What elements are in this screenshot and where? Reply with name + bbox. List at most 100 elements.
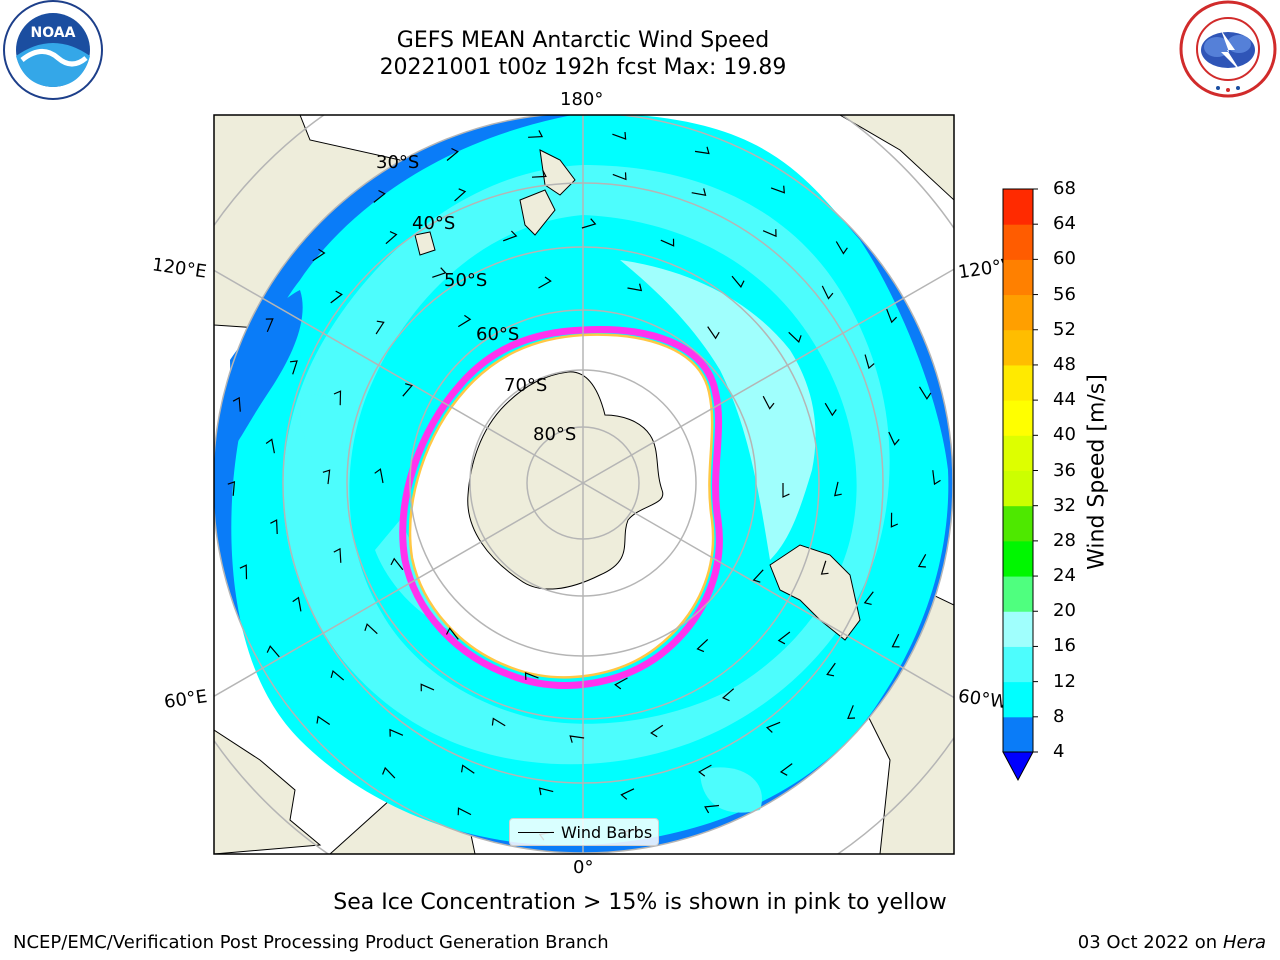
map-gridlines [214, 115, 954, 854]
wind-barb [820, 560, 829, 575]
colorbar-segment [1003, 435, 1033, 471]
wind-barb [239, 564, 248, 580]
wind-barb [721, 688, 735, 702]
wind-barb [696, 638, 709, 653]
colorbar-tick-label: 48 [1053, 353, 1076, 375]
colorbar-segment [1003, 224, 1033, 260]
colorbar-segment [1003, 646, 1033, 683]
colorbar-tick-label: 28 [1053, 529, 1076, 551]
wind-barb [770, 185, 785, 194]
wind-barb [446, 147, 459, 161]
colorbar-tick-label: 8 [1053, 705, 1065, 727]
colorbar [1002, 188, 1038, 782]
lat-label-40s: 40°S [412, 213, 456, 234]
wind-barb [538, 276, 552, 289]
legend-label: Wind Barbs [561, 823, 653, 842]
wind-barb [835, 241, 848, 255]
colorbar-tick-label: 4 [1053, 741, 1065, 762]
colorbar-tick-label: 60 [1053, 248, 1076, 270]
wind-barb [932, 470, 941, 486]
wind-barb [270, 519, 278, 535]
colorbar-segment [1003, 329, 1033, 366]
wind-barb [330, 670, 345, 681]
wind-barb [232, 396, 241, 412]
colorbar-segment [1003, 470, 1033, 507]
wind-barb [765, 721, 781, 733]
wind-barb [782, 483, 790, 498]
wind-barb [918, 386, 932, 400]
wind-barb [389, 728, 404, 737]
colorbar-segment [1003, 716, 1033, 753]
lon-label-180: 180° [560, 89, 604, 110]
wind-barb [917, 554, 927, 568]
nws-logo [1179, 0, 1277, 98]
wind-barb [292, 596, 302, 612]
wind-barb [432, 267, 447, 278]
colorbar-tick-label: 56 [1053, 283, 1076, 305]
antarctica-land [467, 371, 664, 590]
wind-barb [612, 172, 627, 181]
credit-left: NCEP/EMC/Verification Post Processing Pr… [13, 932, 609, 953]
map-legend: Wind Barbs [509, 818, 659, 846]
chart-title: GEFS MEAN Antarctic Wind Speed [396, 28, 770, 53]
lat-label-60s: 60°S [476, 324, 520, 345]
chart-subtitle: 20221001 t00z 192h fcst Max: 19.89 [379, 55, 787, 80]
colorbar-tick-label: 36 [1053, 459, 1076, 481]
wind-barb [454, 188, 467, 202]
colorbar-tick-label: 12 [1053, 670, 1076, 692]
wind-barb [528, 130, 544, 138]
wind-barb [457, 807, 472, 816]
wind-barb [890, 512, 899, 528]
credit-date: 03 Oct 2022 on [1077, 932, 1218, 953]
wind-barb [762, 395, 775, 410]
wind-barb [461, 764, 475, 774]
wind-barb [888, 431, 900, 446]
wind-barb [333, 390, 342, 406]
wind-barb [312, 248, 326, 262]
colorbar-segment [1003, 400, 1033, 436]
wind-barb [650, 724, 664, 738]
wind-barb [227, 481, 236, 496]
lat-label-70s: 70°S [504, 375, 548, 396]
wind-barb [373, 189, 386, 203]
colorbar-segment [1003, 505, 1033, 542]
map-frame [213, 114, 955, 855]
wind-barb [333, 547, 342, 563]
colorbar-segment [1003, 540, 1033, 577]
lon-label-0: 0° [573, 857, 594, 878]
colorbar-tick-label: 20 [1053, 600, 1076, 622]
colorbar-tick-label: 52 [1053, 318, 1076, 340]
wind-barb [824, 402, 837, 417]
wind-barb [330, 290, 343, 304]
noaa-logo-text: NOAA [31, 25, 76, 41]
wind-barb [374, 468, 384, 484]
colorbar-tick-label: 16 [1053, 635, 1076, 657]
colorbar-tick-label: 24 [1053, 565, 1076, 587]
wind-barb [402, 383, 413, 397]
wind-barb [569, 735, 585, 743]
colorbar-tick-label: 64 [1053, 213, 1076, 235]
wind-barb [864, 354, 875, 370]
wind-barb [704, 804, 720, 814]
continents [230, 149, 861, 641]
colorbar-segment [1003, 576, 1033, 612]
wind-barb [788, 331, 802, 343]
wind-barb [694, 146, 710, 155]
wind-barb [660, 238, 675, 247]
wind-barb [627, 283, 643, 292]
wind-barb [265, 318, 274, 333]
wind-barb [821, 285, 834, 300]
lat-label-30s: 30°S [376, 152, 420, 173]
wind-barb [445, 627, 459, 640]
wind-barb [322, 469, 331, 485]
wind-barb [612, 131, 627, 140]
wind-barb [457, 314, 472, 328]
wind-barb [390, 557, 404, 571]
colorbar-tick-label: 40 [1053, 424, 1076, 446]
colorbar-segment [1003, 259, 1033, 296]
wind-barb [491, 717, 506, 727]
wind-barb [265, 438, 275, 454]
credit-right: 03 Oct 2022 on Hera [1078, 932, 1266, 953]
credit-host: Hera [1222, 932, 1266, 953]
